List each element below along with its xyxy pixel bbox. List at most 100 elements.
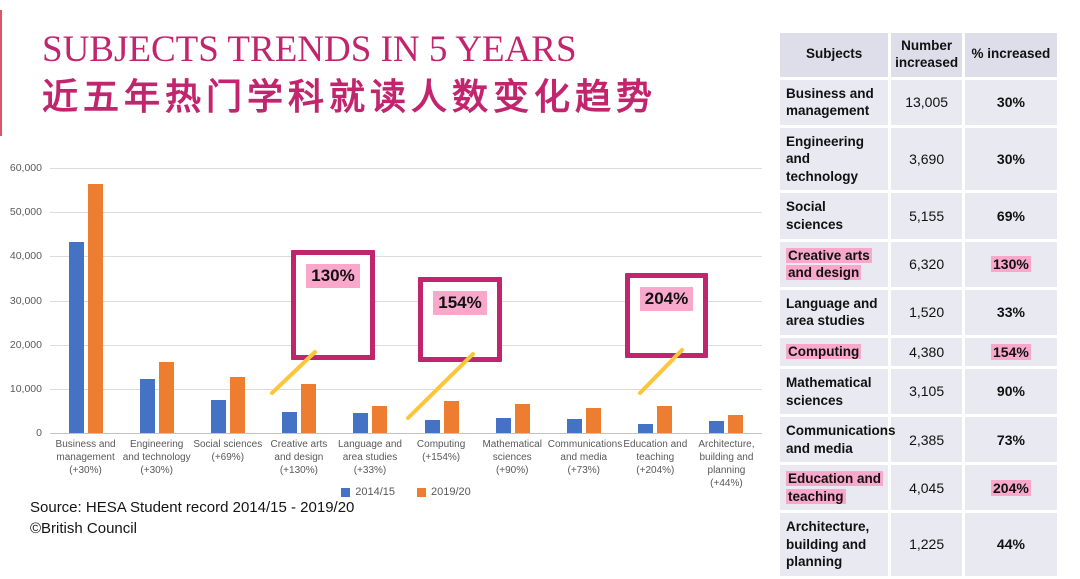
legend-label: 2014/15 (355, 486, 395, 498)
percent-text: 30% (996, 151, 1025, 168)
legend-label: 2019/20 (431, 486, 471, 498)
callout-percent-label: 204% (639, 287, 694, 311)
page-title-chinese: 近五年热门学科就读人数变化趋势 (42, 77, 658, 118)
table-row: Engineering and technology 3,690 30% (780, 127, 1057, 191)
table-row: Mathematical sciences 3,105 90% (780, 368, 1057, 415)
percent-increased-cell: 154% (964, 337, 1057, 366)
percent-increased-cell: 130% (964, 241, 1057, 287)
x-axis-category-label: Computing (+154%) (416, 439, 466, 463)
subject-text: Mathematical sciences (786, 374, 872, 408)
percent-increased-cell: 204% (964, 465, 1057, 511)
percent-increased-cell: 69% (964, 193, 1057, 239)
table-header-cell: % increased (964, 33, 1057, 77)
bar-2019-20 (443, 401, 459, 433)
callout-box: 130% (291, 250, 375, 360)
subject-cell: Creative arts and design (780, 241, 889, 287)
bar-2014-15 (139, 378, 155, 433)
subject-cell: Education and teaching (780, 465, 889, 511)
table-row: Business and management 13,005 30% (780, 79, 1057, 125)
percent-increased-cell: 44% (964, 513, 1057, 576)
bar-group (566, 168, 601, 433)
bar-2019-20 (514, 404, 530, 433)
number-increased-cell: 13,005 (891, 79, 962, 125)
number-increased-cell: 1,520 (891, 289, 962, 335)
bar-group (282, 168, 317, 433)
y-tick-label: 30,000 (9, 294, 42, 307)
bar-2014-15 (566, 418, 582, 433)
subject-text: Social sciences (786, 199, 844, 233)
bar-group (709, 168, 744, 433)
y-tick-label: 20,000 (9, 338, 42, 351)
table-header-cell: Subjects (780, 33, 889, 77)
bar-2019-20 (87, 184, 103, 433)
subject-cell: Language and area studies (780, 289, 889, 335)
gridline (50, 433, 762, 434)
bar-2019-20 (728, 415, 744, 433)
source-note: Source: HESA Student record 2014/15 - 20… (30, 497, 354, 539)
bar-2019-20 (657, 406, 673, 433)
y-tick-label: 50,000 (9, 206, 42, 219)
bar-group (210, 168, 245, 433)
table-row: Architecture, building and planning 1,225… (780, 513, 1057, 576)
subject-cell: Mathematical sciences (780, 368, 889, 415)
callout-percent-label: 154% (433, 291, 487, 315)
subject-cell: Communications and media (780, 417, 896, 463)
subject-text: Business and management (786, 85, 874, 119)
subject-cell: Engineering and technology (780, 127, 889, 191)
x-axis-category-label: Social sciences (+69%) (193, 439, 263, 463)
number-increased-cell: 2,385 (891, 417, 962, 463)
bar-2019-20 (585, 408, 601, 433)
percent-increased-cell: 30% (964, 127, 1057, 191)
source-line: Source: HESA Student record 2014/15 - 20… (30, 499, 355, 516)
bar-2014-15 (353, 412, 369, 433)
subject-cell: Business and management (780, 79, 889, 125)
bar-2014-15 (638, 424, 654, 433)
x-axis-category-label: Engineering and technology (+30%) (122, 439, 191, 476)
gridline (50, 300, 762, 302)
y-tick-label: 0 (36, 427, 42, 439)
subject-text: Language and area studies (786, 295, 878, 329)
bar-2014-15 (495, 417, 511, 433)
x-axis-category-label: Communications and media (+73%) (547, 439, 623, 476)
copyright-line: ©British Council (30, 520, 137, 537)
bar-2019-20 (372, 405, 388, 433)
gridline (50, 256, 762, 258)
bar-group (68, 168, 103, 433)
subjects-table: Subjects Number increased% increased Busi… (777, 30, 1060, 579)
left-accent-strip (0, 10, 2, 136)
subject-text: Communications and media (786, 423, 896, 456)
subject-text: Education and teaching (786, 471, 884, 504)
number-increased-cell: 5,155 (891, 193, 962, 239)
x-axis-category-label: Creative arts and design (+130%) (270, 439, 328, 476)
subject-text: Engineering and technology (786, 133, 865, 184)
subject-cell: Social sciences (780, 193, 889, 239)
callout-box: 154% (418, 277, 502, 362)
bar-group (353, 168, 388, 433)
percent-increased-cell: 33% (964, 289, 1057, 335)
legend-item: 2014/15 (341, 486, 395, 498)
subject-cell: Architecture, building and planning (780, 513, 889, 576)
percent-text: 30% (996, 94, 1025, 111)
table-header-row: Subjects Number increased% increased (780, 33, 1057, 77)
gridline (50, 212, 762, 214)
callout-percent-label: 130% (306, 264, 360, 288)
subject-text: Computing (786, 344, 862, 360)
table-header-cell: Number increased (891, 33, 962, 77)
x-axis-category-label: Education and teaching (+204%) (623, 439, 688, 476)
subject-text: Creative arts and design (786, 247, 872, 281)
bar-2019-20 (301, 383, 317, 433)
percent-text: 90% (996, 383, 1025, 400)
percent-text: 154% (991, 343, 1031, 360)
percent-text: 130% (991, 256, 1031, 273)
bar-2014-15 (424, 420, 440, 433)
y-tick-label: 60,000 (9, 162, 42, 174)
legend-swatch (341, 487, 351, 497)
gridline (50, 344, 762, 346)
x-axis-category-label: Business and management (+30%) (55, 439, 116, 476)
table-row: Language and area studies 1,520 33% (780, 289, 1057, 335)
number-increased-cell: 6,320 (891, 241, 962, 287)
y-tick-label: 10,000 (9, 382, 42, 395)
number-increased-cell: 4,045 (891, 465, 962, 511)
subject-cell: Computing (780, 337, 889, 366)
legend-swatch (417, 487, 426, 497)
